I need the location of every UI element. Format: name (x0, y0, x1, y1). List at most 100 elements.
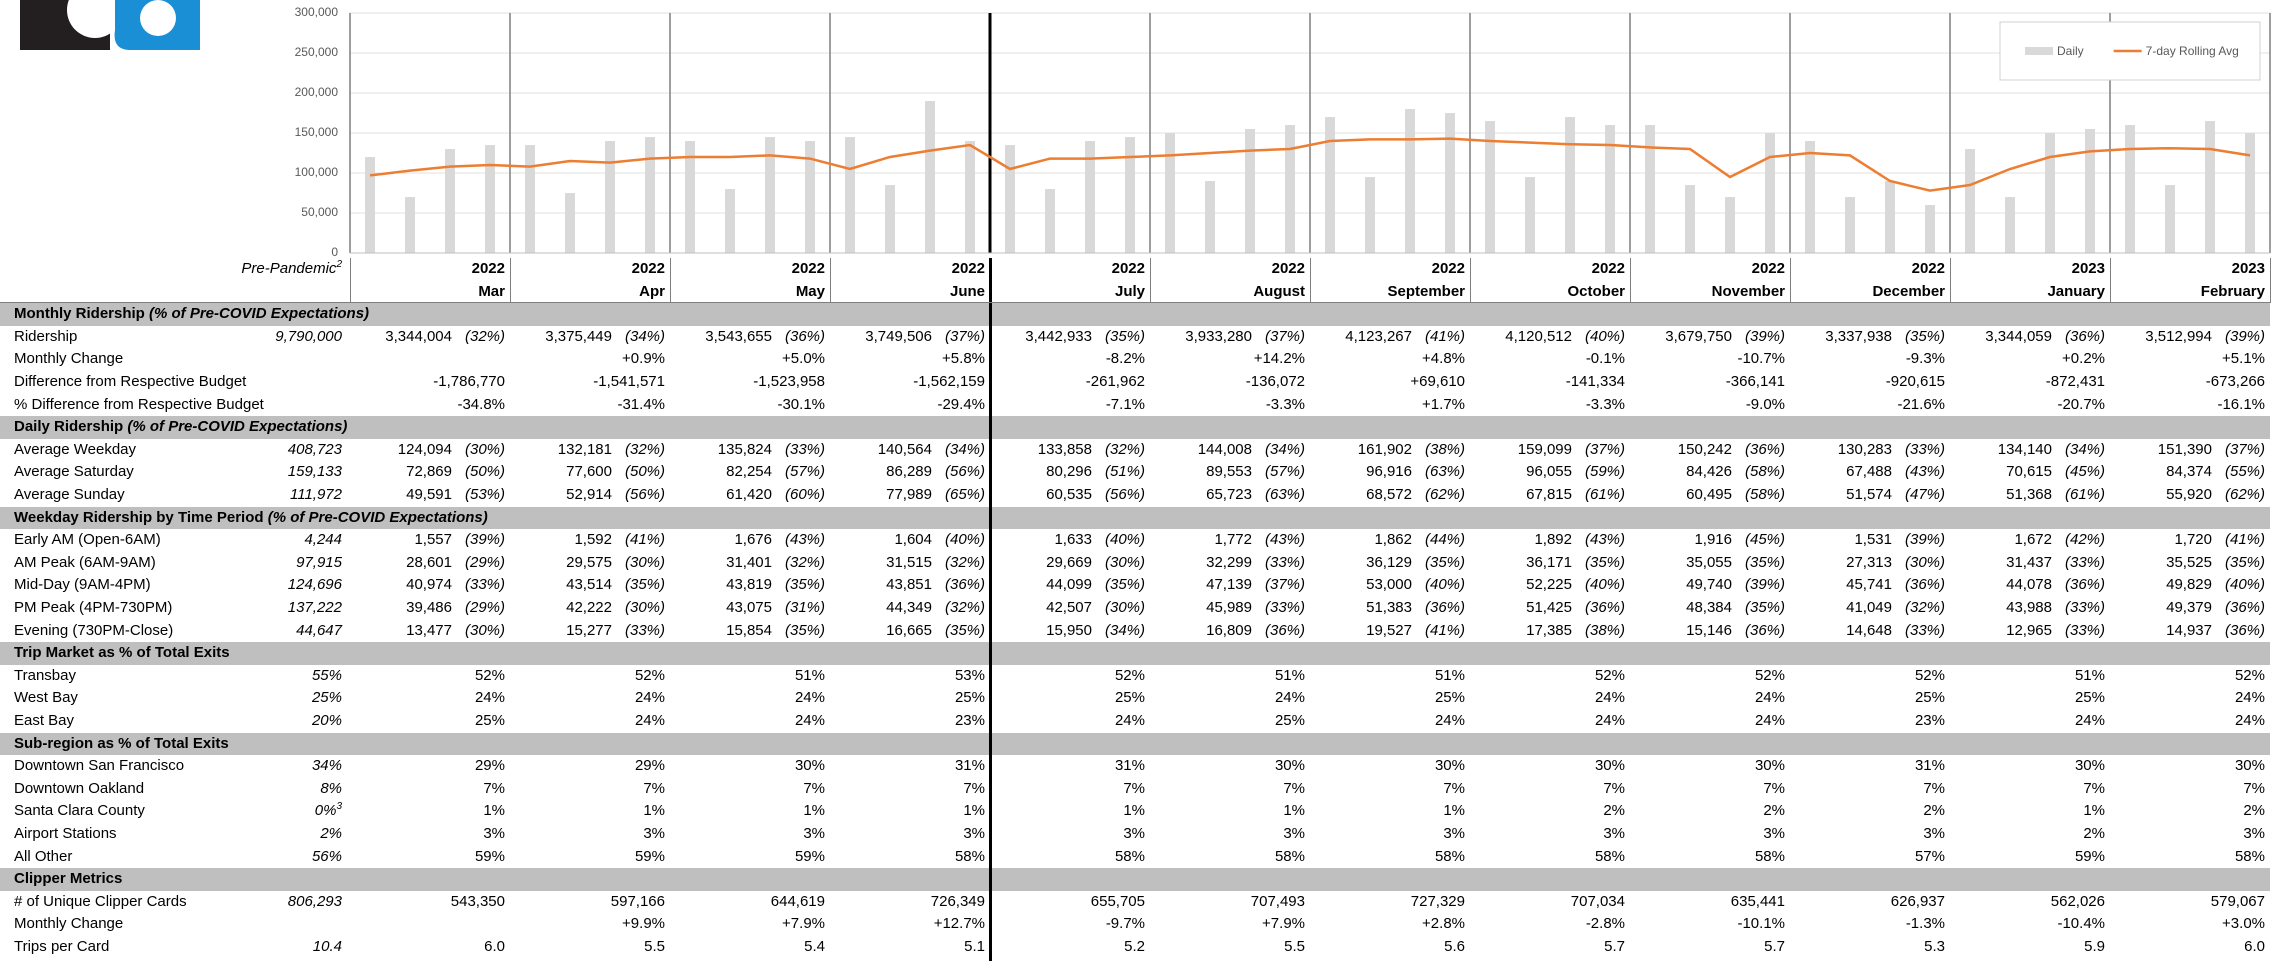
cell-percent: (33%) (464, 576, 505, 594)
cell-value: 96,055 (1526, 463, 1572, 481)
cell-value: 5.7 (1604, 938, 1625, 955)
cell-value: 707,493 (1250, 892, 1305, 910)
cell-value: 3% (1443, 825, 1465, 842)
cell-percent: (32%) (624, 440, 665, 458)
cell-percent: (30%) (624, 599, 665, 616)
section-header: Clipper Metrics (0, 868, 2270, 891)
y-tick-label: 250,000 (295, 45, 339, 59)
cell-value: -10.7% (1737, 350, 1785, 368)
year-header: 2023 (2231, 260, 2265, 277)
cell-value: 7% (1123, 779, 1145, 797)
cell-value: 52% (634, 666, 665, 684)
cell-value: 42,507 (1046, 599, 1092, 616)
cell-value: 58% (1594, 847, 1625, 865)
cell-value: 25% (1434, 689, 1465, 707)
row-label: Early AM (Open-6AM) (14, 531, 161, 549)
cell-value: 31,437 (2006, 553, 2052, 571)
cell-value: 52,225 (1526, 576, 1572, 594)
cell-value: 7% (643, 779, 665, 797)
section-title-note: (% of Pre-COVID Expectations) (149, 305, 370, 323)
cell-value: 5.4 (804, 938, 825, 955)
section-title: Sub-region as % of Total Exits (14, 734, 229, 752)
cell-value: 2% (1603, 802, 1625, 820)
cell-value: 61,420 (726, 486, 772, 503)
cell-value: +3.0% (2222, 915, 2265, 933)
cell-value: 24% (2234, 689, 2265, 707)
cell-percent: (40%) (944, 531, 985, 549)
cell-value: 6.0 (484, 938, 505, 955)
cell-value: 14,648 (1846, 621, 1892, 639)
cell-value: 58% (1274, 847, 1305, 865)
daily-bar (2165, 185, 2175, 253)
cell-percent: (39%) (1904, 531, 1945, 549)
cell-value: 124,094 (397, 440, 452, 458)
cell-value: 51,425 (1526, 599, 1572, 616)
cell-value: 45,989 (1206, 599, 1252, 616)
cell-percent: (36%) (1744, 440, 1785, 458)
cell-value: -3.3% (1585, 395, 1625, 413)
cell-percent: (43%) (1904, 463, 1945, 481)
cell-value: -31.4% (617, 395, 665, 413)
cell-value: 60,495 (1686, 486, 1732, 503)
row-label: East Bay (14, 712, 75, 729)
cell-value: 1% (1123, 802, 1145, 820)
cell-percent: (36%) (1744, 621, 1785, 639)
column-divider (509, 258, 511, 304)
row-label: Airport Stations (14, 825, 117, 842)
pre-pandemic-value: 137,222 (287, 599, 342, 616)
cell-value: 3,749,506 (865, 327, 932, 345)
row-label: Downtown Oakland (14, 779, 145, 797)
cell-value: -1,541,571 (593, 373, 665, 390)
cell-value: 59% (2074, 847, 2105, 865)
cell-value: 7% (2083, 779, 2105, 797)
logo (20, 0, 200, 50)
cell-percent: (39%) (1744, 327, 1785, 345)
cell-percent: (34%) (1104, 621, 1145, 639)
cell-value: 3% (1763, 825, 1785, 842)
cell-percent: (35%) (1584, 553, 1625, 571)
cell-value: 89,553 (1206, 463, 1252, 481)
cell-value: 53,000 (1366, 576, 1412, 594)
footnote-mark: 2 (336, 259, 342, 270)
daily-bar (885, 185, 895, 253)
cell-value: 29,669 (1046, 553, 1092, 571)
column-divider (2109, 258, 2111, 304)
row-label: Monthly Change (14, 915, 124, 933)
daily-bar (405, 197, 415, 253)
cell-value: 51% (1434, 666, 1465, 684)
daily-bar (1845, 197, 1855, 253)
year-header: 2022 (631, 260, 665, 277)
cell-value: 134,140 (1997, 440, 2052, 458)
row-label: Evening (730PM-Close) (14, 621, 174, 639)
y-tick-label: 200,000 (295, 85, 339, 99)
cell-value: 42,222 (566, 599, 612, 616)
cell-value: 24% (794, 712, 825, 729)
cell-value: 159,099 (1517, 440, 1572, 458)
cell-percent: (43%) (784, 531, 825, 549)
year-header: 2022 (1271, 260, 1305, 277)
cell-percent: (32%) (1104, 440, 1145, 458)
row-label: Difference from Respective Budget (14, 373, 247, 390)
cell-value: 562,026 (2050, 892, 2105, 910)
cell-value: 58% (954, 847, 985, 865)
cell-percent: (39%) (1744, 576, 1785, 594)
daily-bar (2005, 197, 2015, 253)
cell-percent: (32%) (1904, 599, 1945, 616)
daily-bar (1365, 177, 1375, 253)
cell-percent: (60%) (784, 486, 825, 503)
cell-value: 58% (1434, 847, 1465, 865)
cell-value: 30% (2074, 757, 2105, 775)
cell-value: 3,933,280 (1185, 327, 1252, 345)
cell-value: 52% (1114, 666, 1145, 684)
cell-value: -1,562,159 (913, 373, 985, 390)
cell-value: 5.6 (1444, 938, 1465, 955)
cell-value: 59% (634, 847, 665, 865)
pre-pandemic-value: 8% (320, 779, 342, 797)
cell-value: 80,296 (1046, 463, 1092, 481)
cell-percent: (30%) (624, 553, 665, 571)
row-label: AM Peak (6AM-9AM) (14, 553, 156, 571)
cell-value: +14.2% (1253, 350, 1305, 368)
cell-percent: (30%) (1104, 599, 1145, 616)
pre-pandemic-value: 806,293 (287, 892, 342, 910)
